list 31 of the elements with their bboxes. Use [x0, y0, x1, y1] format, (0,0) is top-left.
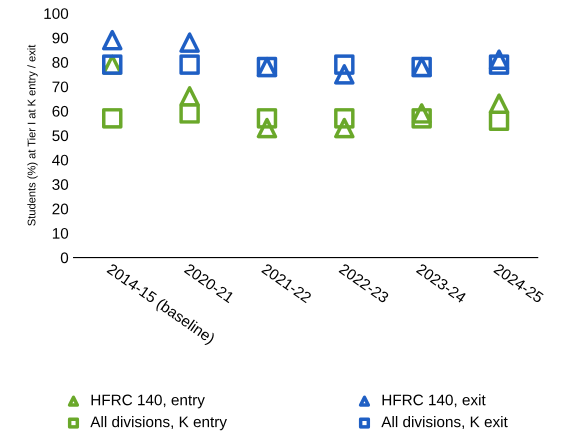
- point: [334, 54, 355, 75]
- y-tick-label: 20: [52, 204, 68, 214]
- y-tick-label: 50: [52, 130, 68, 142]
- point: [334, 118, 355, 138]
- y-axis-title: Students (%) at Tier I at K entry / exit: [27, 44, 38, 226]
- point: [411, 108, 432, 129]
- y-tick-label: 0: [60, 252, 68, 264]
- y-tick-label: 90: [52, 32, 68, 44]
- y-tick-label: 10: [52, 228, 68, 239]
- legend-label: All divisions, K entry: [90, 416, 227, 430]
- y-tick-label: 70: [52, 81, 68, 92]
- point: [488, 54, 510, 75]
- legend-label: HFRC 140, entry: [92, 394, 205, 408]
- y-tick-label: 40: [52, 154, 68, 166]
- point: [179, 32, 200, 53]
- y-tick-label: 60: [52, 106, 68, 117]
- point: [334, 64, 355, 85]
- point: [256, 118, 278, 138]
- point: [488, 110, 510, 132]
- legend-label: HFRC 140, exit: [382, 394, 486, 408]
- legend-label: All divisions, K exit: [381, 416, 508, 430]
- y-tick-label: 100: [44, 8, 68, 20]
- point: [179, 103, 200, 124]
- point: [102, 108, 122, 129]
- point: [334, 108, 355, 129]
- point: [179, 54, 200, 75]
- y-tick-label: 80: [52, 57, 68, 68]
- point: [256, 108, 278, 129]
- y-tick-label: 30: [52, 179, 68, 190]
- point: [102, 30, 122, 50]
- point: [488, 93, 510, 114]
